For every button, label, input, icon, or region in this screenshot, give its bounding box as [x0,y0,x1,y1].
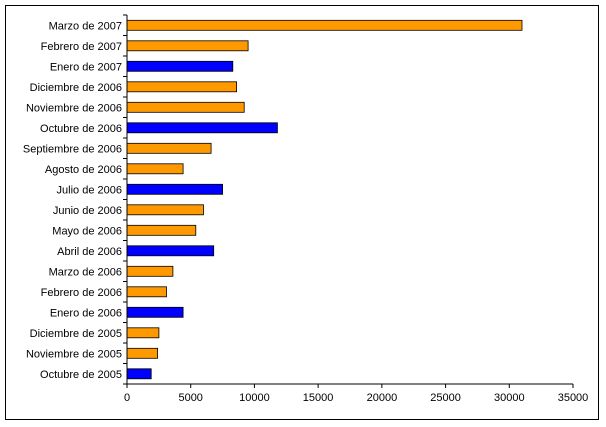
bar [126,245,215,257]
bar [126,265,174,277]
bar [126,122,278,134]
category-label: Febrero de 2007 [41,41,122,53]
category-label: Mayo de 2006 [52,225,122,237]
x-tick-label: 15000 [303,392,334,404]
bar [126,101,245,113]
x-tick-label: 20000 [367,392,398,404]
category-label: Diciembre de 2005 [30,328,122,340]
bar [126,224,197,236]
x-tick-label: 25000 [430,392,461,404]
category-label: Diciembre de 2006 [30,82,122,94]
category-label: Abril de 2006 [57,246,122,258]
bar [126,327,160,339]
bar [126,204,204,216]
category-label: Noviembre de 2006 [26,102,122,114]
bar-chart: Marzo de 2007 Febrero de 2007 Enero de 200… [23,14,588,404]
category-label: Enero de 2006 [50,307,122,319]
category-label: Febrero de 2006 [41,287,122,299]
category-label: Marzo de 2007 [49,20,122,32]
chart-frame: Marzo de 2007 Febrero de 2007 Enero de 200… [5,5,599,420]
x-tick-label: 35000 [558,392,589,404]
bar [126,81,237,93]
category-label: Marzo de 2006 [49,266,122,278]
bar [126,306,184,318]
bar [126,347,159,359]
bar [126,368,152,380]
category-label: Octubre de 2005 [40,369,122,381]
bar [126,142,212,154]
bars-group [126,19,523,380]
bar [126,183,223,195]
category-label: Junio de 2006 [53,205,122,217]
category-label: Septiembre de 2006 [23,143,122,155]
x-tick-label: 5000 [178,392,202,404]
category-label: Octubre de 2006 [40,123,122,135]
category-label: Noviembre de 2005 [26,348,122,360]
bar [126,163,184,175]
x-tick-label: 30000 [494,392,525,404]
category-label: Julio de 2006 [57,184,122,196]
tick-labels: 0 5000 10000 15000 20000 25000 30000 35000 [124,392,588,404]
bar [126,40,249,52]
axes-group [123,14,574,388]
category-label: Agosto de 2006 [45,164,122,176]
category-labels: Marzo de 2007 Febrero de 2007 Enero de 200… [23,20,122,381]
bar [126,19,523,31]
bar [126,60,234,72]
x-tick-label: 10000 [239,392,270,404]
x-tick-label: 0 [124,392,130,404]
bar [126,286,167,298]
category-label: Enero de 2007 [50,61,122,73]
